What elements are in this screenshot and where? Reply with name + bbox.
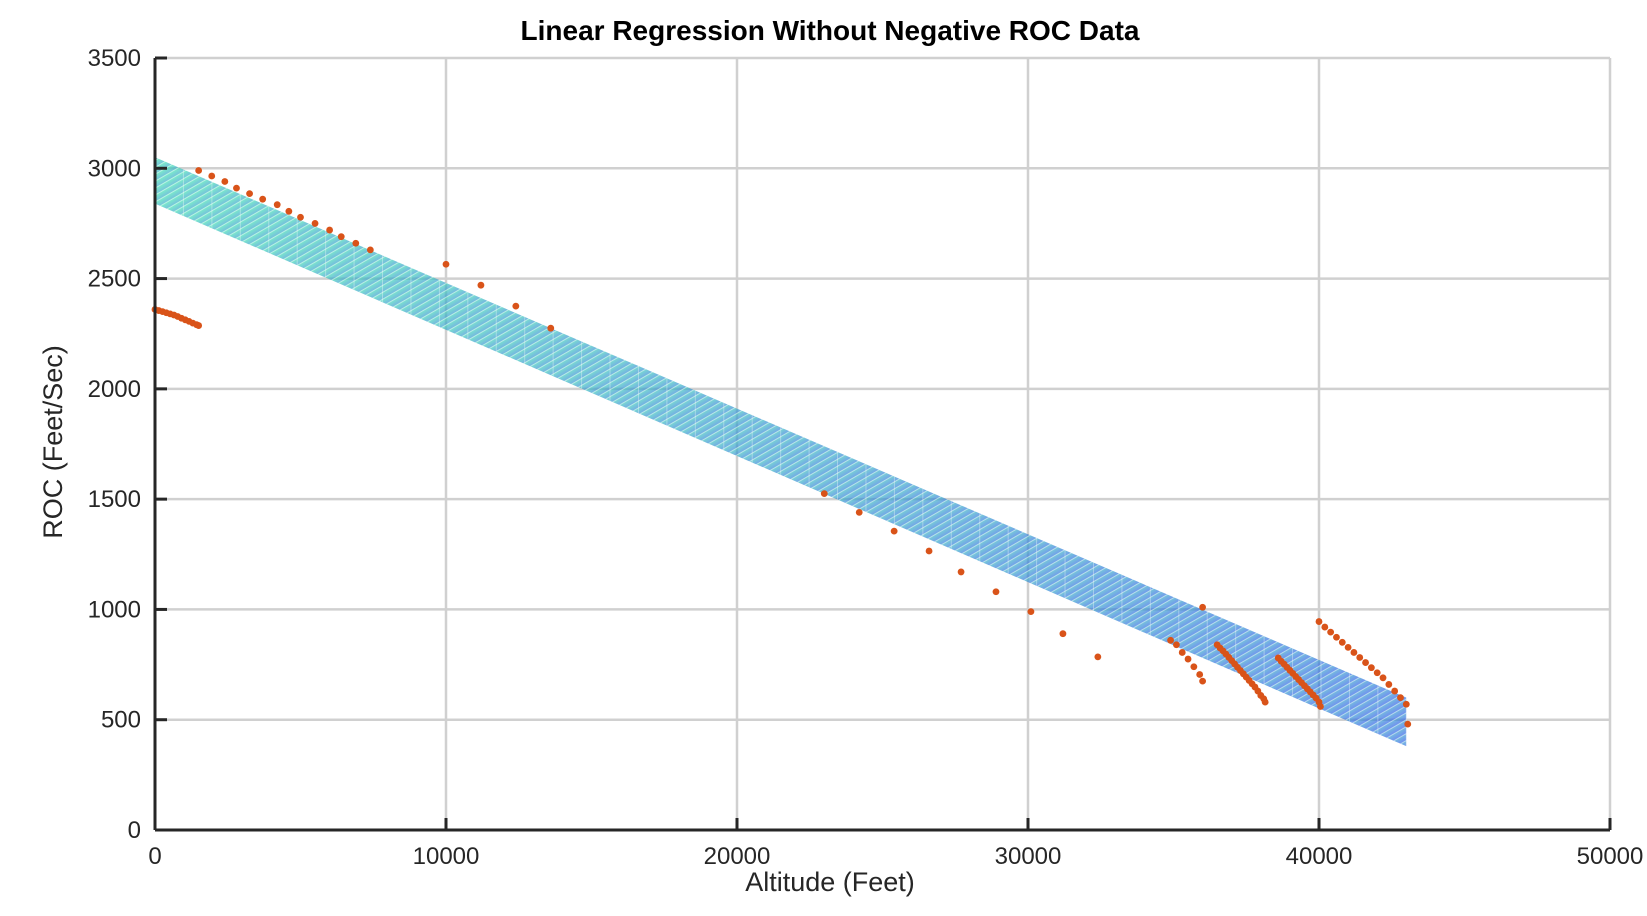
y-tick-label: 1500 <box>88 486 141 513</box>
data-point <box>259 195 267 203</box>
y-tick-label: 3000 <box>88 155 141 182</box>
data-point <box>1362 659 1369 666</box>
data-point <box>233 184 240 192</box>
data-point <box>311 220 319 227</box>
data-point <box>1391 687 1399 695</box>
y-tick-label: 1000 <box>88 596 141 623</box>
regression-band-hatch <box>155 157 1407 747</box>
data-point <box>992 588 1000 596</box>
data-point <box>1059 630 1067 638</box>
data-point <box>1199 603 1206 611</box>
data-point <box>1261 698 1269 706</box>
data-point <box>547 324 555 332</box>
data-point <box>477 281 485 289</box>
y-tick-label: 3500 <box>88 45 141 72</box>
data-point <box>1184 655 1192 663</box>
data-point <box>326 226 333 234</box>
data-point <box>1404 720 1412 728</box>
data-point <box>1367 664 1375 672</box>
data-point <box>1317 703 1324 710</box>
y-tick-label: 500 <box>101 707 141 734</box>
tick-labels: 0 10000 20000 30000 40000 50000 0 500 1000 1500 20… <box>88 45 1644 870</box>
data-points <box>151 167 1412 728</box>
x-axis-label: Altitude (Feet) <box>745 867 915 897</box>
x-tick-label: 20000 <box>704 843 771 870</box>
data-point <box>1333 633 1340 641</box>
data-point <box>1356 654 1364 661</box>
data-point <box>1027 608 1035 616</box>
data-point <box>366 246 374 254</box>
y-tick-label: 2000 <box>88 376 141 403</box>
data-point <box>1373 669 1381 677</box>
data-point <box>1094 653 1102 661</box>
y-tick-label: 2500 <box>88 266 141 293</box>
data-point <box>1315 618 1323 625</box>
data-point <box>1402 700 1410 708</box>
x-tick-label: 30000 <box>995 843 1062 870</box>
data-point <box>337 233 345 241</box>
data-point <box>1379 674 1387 682</box>
data-point <box>890 527 898 535</box>
x-tick-label: 10000 <box>413 843 480 870</box>
data-point <box>221 178 229 185</box>
data-point <box>855 508 863 516</box>
data-point <box>1190 663 1198 671</box>
data-point <box>352 239 360 247</box>
data-point <box>246 190 253 198</box>
data-point <box>1327 628 1335 636</box>
data-point <box>195 167 203 174</box>
data-point <box>512 302 520 310</box>
data-point <box>1397 694 1404 702</box>
y-axis-label: ROC (Feet/Sec) <box>38 345 68 539</box>
data-point <box>285 207 293 215</box>
chart-title: Linear Regression Without Negative ROC D… <box>521 15 1140 46</box>
axes <box>153 56 1612 832</box>
data-point <box>1173 641 1180 649</box>
data-point <box>208 172 216 180</box>
y-tick-label: 0 <box>128 817 141 844</box>
data-point <box>1338 638 1346 646</box>
data-point <box>820 490 828 498</box>
data-point <box>1199 677 1206 685</box>
data-point <box>297 213 304 221</box>
data-point <box>1178 649 1186 656</box>
data-point <box>1167 636 1174 644</box>
data-point <box>957 568 965 576</box>
data-point <box>442 260 450 268</box>
x-tick-label: 40000 <box>1286 843 1353 870</box>
x-tick-label: 0 <box>148 843 161 870</box>
data-point <box>1350 649 1358 656</box>
data-point <box>1344 643 1352 651</box>
data-point <box>273 201 281 209</box>
data-point <box>925 547 933 555</box>
data-point <box>195 322 203 329</box>
data-point <box>1196 671 1204 678</box>
data-point <box>1385 681 1393 688</box>
x-tick-label: 50000 <box>1577 843 1644 870</box>
regression-band-layer <box>154 157 1407 747</box>
data-point <box>1321 623 1329 631</box>
